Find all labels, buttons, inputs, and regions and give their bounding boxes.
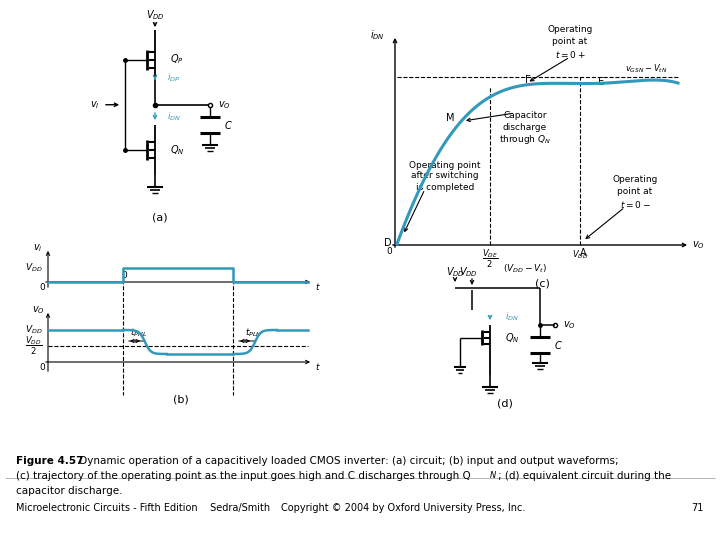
Text: $i_{DP}$: $i_{DP}$ [167,72,180,84]
Text: $\Gamma$: $\Gamma$ [524,73,531,85]
Text: Operating: Operating [612,176,657,185]
Text: 71: 71 [691,503,703,514]
Text: $V_{DD}$: $V_{DD}$ [572,249,588,261]
Text: $v_O$: $v_O$ [32,304,45,316]
Text: $\dfrac{V_{DD}}{2}$: $\dfrac{V_{DD}}{2}$ [25,335,42,357]
Text: $V_{DD}$: $V_{DD}$ [459,265,477,279]
Text: Operating: Operating [547,25,593,35]
Text: after switching: after switching [411,172,479,180]
Text: discharge: discharge [503,123,547,132]
Text: Copyright © 2004 by Oxford University Press, Inc.: Copyright © 2004 by Oxford University Pr… [281,503,525,514]
Text: $t$: $t$ [315,280,321,292]
Text: point at: point at [617,187,652,197]
Text: ; (d) equivalent circuit during the: ; (d) equivalent circuit during the [498,471,670,482]
Text: $v_i$: $v_i$ [33,242,42,254]
Text: $Q_P$: $Q_P$ [170,52,184,66]
Text: $v_O$: $v_O$ [563,319,576,331]
Text: $v_{GSN} - V_{tN}$: $v_{GSN} - V_{tN}$ [625,63,667,75]
Text: $Q_N$: $Q_N$ [170,143,184,157]
Text: (b): (b) [173,395,189,405]
Text: $V_{DD}$: $V_{DD}$ [25,324,42,336]
Text: $t = 0+$: $t = 0+$ [554,49,585,59]
Text: $v_O$: $v_O$ [692,239,704,251]
Text: Figure 4.57: Figure 4.57 [16,456,84,467]
Text: (c): (c) [535,278,550,288]
Text: $t = 0-$: $t = 0-$ [620,199,650,210]
Text: $\dfrac{V_{DE}}{2}$: $\dfrac{V_{DE}}{2}$ [482,248,498,270]
Text: N: N [490,471,496,481]
Text: is completed: is completed [416,183,474,192]
Text: (a): (a) [152,212,168,222]
Text: 0: 0 [39,282,45,292]
Text: M: M [446,113,454,123]
Text: $i_{DN}$: $i_{DN}$ [369,28,384,42]
Text: $i_{DN}$: $i_{DN}$ [505,310,519,323]
Text: A: A [580,248,586,258]
Text: $t_{PHL}$: $t_{PHL}$ [130,327,148,339]
Text: $t_{PLH}$: $t_{PLH}$ [246,327,263,339]
Text: $C$: $C$ [554,339,563,351]
Text: $Q_N$: $Q_N$ [505,331,520,345]
Text: D: D [384,238,392,248]
Text: $C$: $C$ [224,119,233,131]
Text: through $Q_N$: through $Q_N$ [499,132,551,145]
Text: (d): (d) [497,398,513,408]
Text: capacitor discharge.: capacitor discharge. [16,486,122,496]
Text: $v_O$: $v_O$ [218,99,231,111]
Text: Capacitor: Capacitor [503,111,546,119]
Text: 0: 0 [39,362,45,372]
Text: $t$: $t$ [315,361,321,372]
Text: point at: point at [552,37,588,46]
Text: $V_{DD}$: $V_{DD}$ [446,265,464,279]
Text: 0: 0 [386,246,392,255]
Text: (c) trajectory of the operating point as the input goes high and C discharges th: (c) trajectory of the operating point as… [16,471,471,482]
Text: Microelectronic Circuits - Fifth Edition    Sedra/Smith: Microelectronic Circuits - Fifth Edition… [16,503,270,514]
Text: $(V_{DD} - V_t)$: $(V_{DD} - V_t)$ [503,263,547,275]
Text: Operating point: Operating point [409,160,481,170]
Text: 0: 0 [121,271,127,280]
Text: $v_I$: $v_I$ [90,99,100,111]
Text: $V_{DD}$: $V_{DD}$ [25,262,42,274]
Text: E: E [598,77,604,87]
Text: $i_{DN}$: $i_{DN}$ [167,110,181,123]
Text: $V_{DD}$: $V_{DD}$ [145,8,164,22]
Text: Dynamic operation of a capacitively loaded CMOS inverter: (a) circuit; (b) input: Dynamic operation of a capacitively load… [76,456,618,467]
